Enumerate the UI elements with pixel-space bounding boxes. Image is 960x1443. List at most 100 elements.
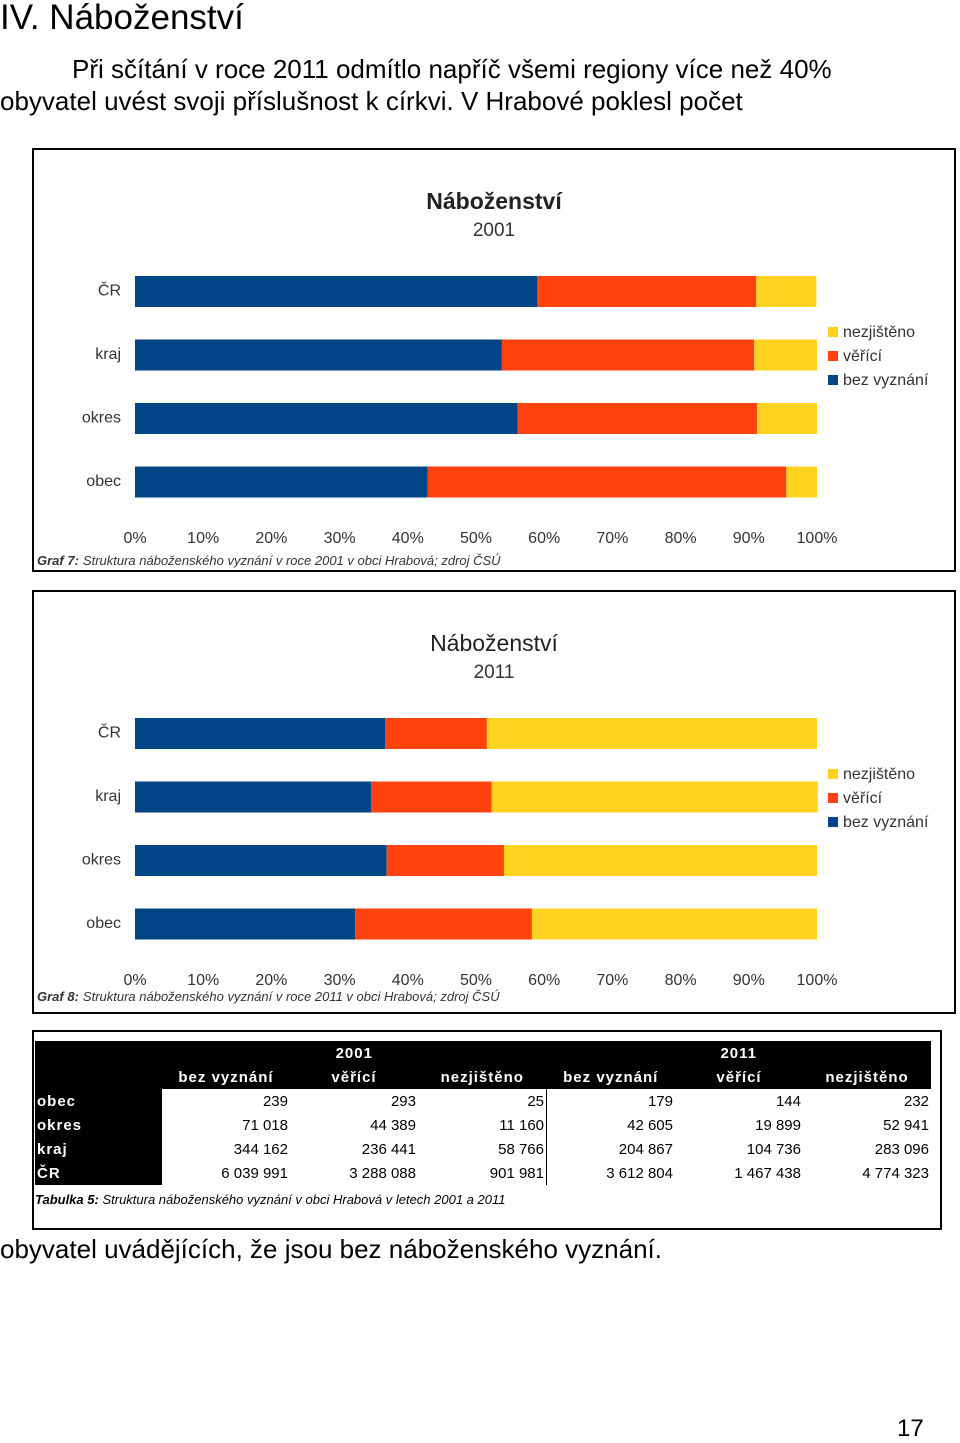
table-cell: 344 162 — [233, 1140, 288, 1158]
table-cell: nezjištěno — [418, 1065, 547, 1089]
bar-segment — [135, 466, 428, 498]
table-cell: okres — [35, 1113, 162, 1137]
table-cell: 3 612 804 — [606, 1164, 673, 1182]
caption-label: Tabulka 5: — [35, 1192, 99, 1207]
table-cell: 25 — [418, 1089, 547, 1113]
table-cell — [35, 1041, 162, 1065]
x-tick-label: 20% — [255, 972, 287, 989]
page-number: 17 — [897, 1415, 924, 1442]
y-tick-label: okres — [82, 852, 121, 869]
bar-segment — [756, 403, 817, 434]
table-cell: 4 774 323 — [862, 1164, 929, 1182]
bar-segment — [754, 339, 817, 371]
legend-label: věřící — [843, 790, 883, 807]
legend-label: věřící — [843, 348, 883, 365]
legend-swatch — [828, 351, 838, 361]
table-cell: ČR — [35, 1161, 162, 1185]
legend-swatch — [828, 327, 838, 337]
chart-title: Náboženství — [426, 188, 563, 214]
bar-segment — [370, 781, 492, 813]
x-tick-label: 60% — [528, 972, 560, 989]
table-row: kraj 344 162 236 441 58 766 204 867 104 736 28… — [35, 1137, 931, 1161]
x-tick-label: 0% — [123, 530, 146, 547]
bar-segment — [355, 908, 532, 940]
table-cell: 144 — [775, 1092, 801, 1110]
y-tick-label: okres — [82, 410, 121, 427]
chart-title: Náboženství — [430, 630, 558, 656]
chart-caption: Graf 7: Struktura náboženského vyznání v … — [37, 553, 501, 568]
table-cell: obec — [35, 1089, 162, 1113]
table-cell: 11 160 — [418, 1113, 547, 1137]
x-tick-label: 40% — [392, 972, 424, 989]
caption-text: Struktura náboženského vyznání v obci Hr… — [102, 1192, 506, 1207]
table-cell: nezjištěno — [803, 1065, 931, 1089]
bar-segment — [135, 781, 371, 813]
table-cell: 179 — [647, 1092, 673, 1110]
table-cell: 283 096 — [874, 1140, 929, 1158]
y-tick-label: obec — [86, 915, 121, 932]
bar-segment — [486, 718, 817, 749]
y-tick-label: ČR — [98, 281, 121, 300]
chart-frame — [32, 590, 956, 1014]
x-tick-label: 70% — [596, 972, 628, 989]
bar-segment — [135, 718, 386, 749]
table-cell: 52 941 — [883, 1116, 929, 1134]
bar-segment — [135, 276, 538, 307]
bar-segment — [501, 339, 755, 371]
x-tick-label: 20% — [255, 530, 287, 547]
legend-label: bez vyznání — [843, 814, 929, 831]
legend-label: nezjištěno — [843, 766, 915, 783]
table-cell — [35, 1065, 162, 1089]
x-tick-label: 100% — [797, 972, 838, 989]
table-cell: 901 981 — [418, 1161, 547, 1185]
table-cell: 236 441 — [361, 1140, 416, 1158]
table-box — [32, 1030, 942, 1230]
bar-segment — [135, 845, 387, 876]
y-tick-label: kraj — [95, 346, 121, 363]
table-group: 2011 — [546, 1041, 931, 1065]
table-cell: 19 899 — [755, 1116, 801, 1134]
x-tick-label: 90% — [733, 530, 765, 547]
x-tick-label: 10% — [187, 972, 219, 989]
x-tick-label: 10% — [187, 530, 219, 547]
table-group: 2001 — [162, 1041, 547, 1065]
bar-segment — [756, 276, 817, 307]
caption-label: Graf 7: — [37, 553, 79, 568]
chart-subtitle: 2001 — [473, 220, 515, 241]
table-cell: 104 736 — [746, 1140, 801, 1158]
x-tick-label: 0% — [123, 972, 146, 989]
table-cell: 71 018 — [242, 1116, 288, 1134]
x-tick-label: 50% — [460, 972, 492, 989]
table-caption: Tabulka 5: Struktura náboženského vyznán… — [35, 1192, 505, 1207]
x-tick-label: 70% — [596, 530, 628, 547]
caption-text: Struktura náboženského vyznání v roce 20… — [83, 989, 500, 1004]
y-tick-label: ČR — [98, 723, 121, 742]
bar-segment — [531, 908, 817, 940]
bar-segment — [386, 845, 504, 876]
table-cell: věřící — [290, 1065, 418, 1089]
bar-segment — [135, 908, 356, 940]
bar-segment — [786, 466, 817, 498]
legend-label: nezjištěno — [843, 324, 915, 341]
table-row: ČR 6 039 991 3 288 088 901 981 3 612 804 1 46… — [35, 1161, 931, 1185]
bar-segment — [385, 718, 487, 749]
bar-segment — [517, 403, 757, 434]
heading: IV. Náboženství — [0, 0, 244, 37]
bar-segment — [491, 781, 818, 813]
legend-swatch — [828, 375, 838, 385]
table-group-row: 2001 2011 — [35, 1041, 931, 1065]
x-tick-label: 30% — [324, 530, 356, 547]
legend-label: bez vyznání — [843, 372, 929, 389]
bar-segment — [537, 276, 757, 307]
table-cell: bez vyznání — [546, 1065, 675, 1089]
x-tick-label: 40% — [392, 530, 424, 547]
table-cell: 58 766 — [418, 1137, 547, 1161]
table-cell: 293 — [390, 1092, 416, 1110]
x-tick-label: 100% — [797, 530, 838, 547]
bar-segment — [503, 845, 817, 876]
paragraph-line: obyvatel uvádějících, že jsou bez nábože… — [0, 1234, 662, 1264]
table-cell: 6 039 991 — [221, 1164, 288, 1182]
table-cell: 204 867 — [618, 1140, 673, 1158]
